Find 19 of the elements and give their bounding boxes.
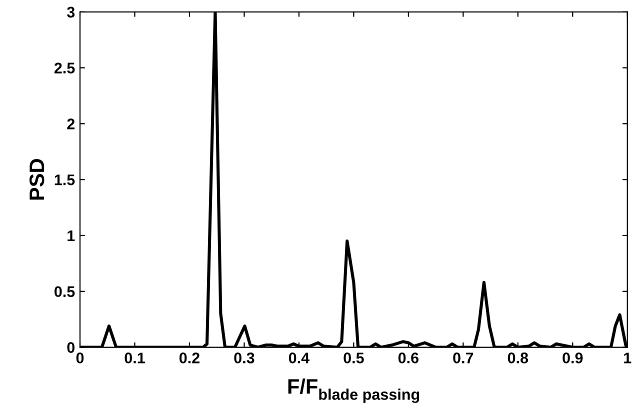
y-tick-label: 0.5 — [54, 286, 75, 298]
x-tick-label: 0.6 — [398, 352, 418, 364]
x-tick-label: 0.1 — [124, 352, 145, 364]
x-tick-label: 0.9 — [562, 352, 583, 364]
x-tick-label: 0.7 — [453, 352, 474, 364]
x-tick-label: 0 — [76, 352, 84, 364]
x-tick-label: 0.4 — [288, 352, 310, 364]
y-tick-label: 2 — [67, 118, 75, 130]
y-tick-label: 1 — [68, 230, 75, 242]
x-tick-label: 0.3 — [234, 352, 254, 364]
y-tick-label: 2.5 — [54, 62, 75, 74]
x-tick-label: 1 — [624, 352, 632, 364]
y-tick-label: 0 — [67, 342, 75, 353]
x-tick-label: 0.5 — [344, 352, 364, 364]
y-axis-title: PSD — [29, 159, 44, 200]
y-tick-label: 3 — [67, 6, 75, 18]
x-tick-label: 0.8 — [508, 352, 528, 364]
x-tick-label: 0.2 — [179, 352, 200, 364]
y-tick-label: 1.5 — [54, 174, 75, 186]
